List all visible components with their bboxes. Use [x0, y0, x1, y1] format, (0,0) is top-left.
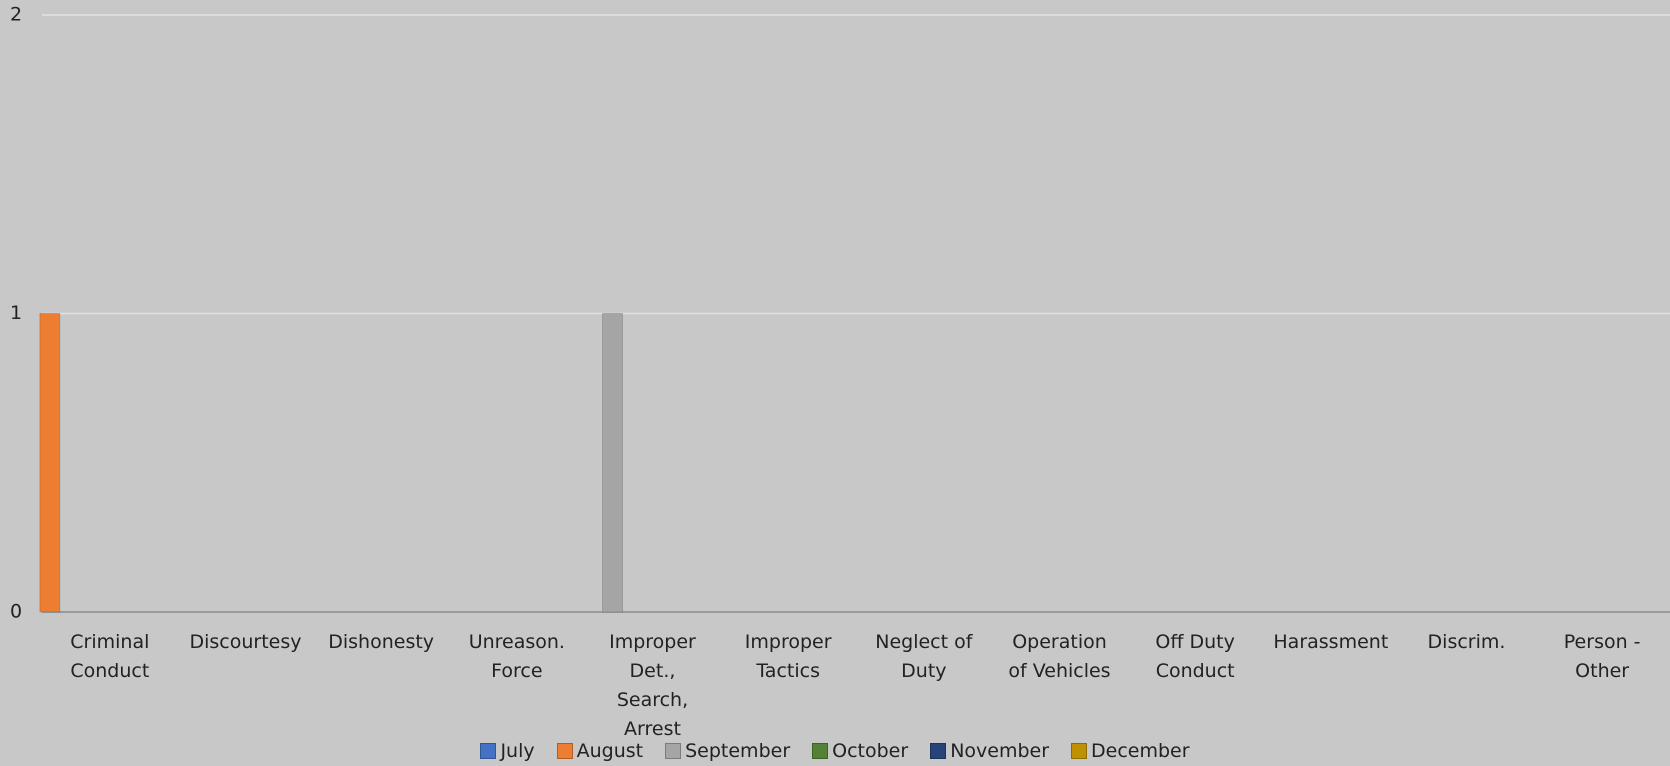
legend-label: December [1091, 740, 1190, 762]
legend-label: August [576, 740, 644, 762]
legend-label: September [685, 740, 791, 762]
legend-label: October [832, 740, 909, 762]
legend-label: July [500, 740, 535, 762]
legend-swatch [930, 743, 947, 759]
x-tick-label: Criminal Conduct [70, 631, 150, 682]
x-tick-label: Harassment [1273, 631, 1389, 653]
legend-swatch [480, 743, 497, 759]
legend-item: October [812, 740, 908, 762]
legend-swatch [1071, 743, 1088, 759]
x-tick-label: Operation of Vehicles [1008, 631, 1111, 682]
legend-item: December [1071, 740, 1190, 762]
legend-swatch [556, 743, 573, 759]
y-tick-label: 0 [10, 601, 22, 623]
legend: July August September October November Decemb… [0, 740, 1670, 762]
legend-item: July [480, 740, 535, 762]
x-tick-label: Discrim. [1427, 631, 1506, 653]
legend-item: August [556, 740, 644, 762]
legend-label: November [950, 740, 1050, 762]
legend-swatch [812, 743, 829, 759]
bar [602, 313, 623, 613]
x-tick-label: Neglect of Duty [875, 631, 973, 682]
legend-item: September [665, 740, 790, 762]
x-tick-label: Discourtesy [189, 631, 302, 653]
x-tick-label: Improper Det., Search, Arrest [609, 631, 696, 740]
x-tick-label: Off Duty Conduct [1155, 631, 1235, 682]
x-tick-label: Unreason. Force [468, 631, 565, 682]
bar [39, 313, 61, 613]
legend-item: November [930, 740, 1049, 762]
y-tick-label: 1 [10, 302, 22, 324]
x-tick-label: Dishonesty [328, 631, 435, 653]
y-tick-label: 2 [10, 4, 22, 26]
x-tick-label: Person - Other [1563, 631, 1641, 682]
legend-swatch [665, 743, 682, 759]
x-tick-label: Improper Tactics [744, 631, 832, 682]
